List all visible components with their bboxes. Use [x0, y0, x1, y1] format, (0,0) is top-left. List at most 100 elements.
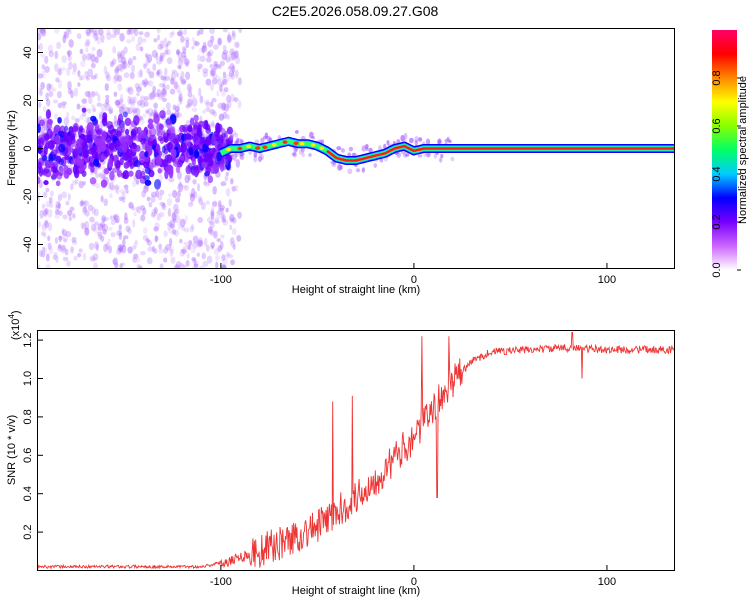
noise-cell — [53, 99, 59, 104]
noise-cell — [114, 262, 119, 269]
noise-cell — [210, 209, 215, 218]
noise-cell — [109, 181, 115, 191]
noise-cell — [57, 79, 63, 89]
noise-cell — [161, 145, 166, 153]
noise-cell — [71, 70, 77, 75]
noise-cell — [62, 35, 67, 44]
noise-cell — [45, 253, 50, 262]
noise-cell — [157, 136, 163, 142]
noise-cell — [94, 56, 99, 64]
noise-cell — [38, 249, 43, 258]
noise-cell — [57, 193, 63, 202]
noise-cell — [166, 198, 172, 206]
noise-cell — [213, 230, 218, 239]
noise-cell — [57, 202, 61, 210]
noise-cell — [68, 39, 74, 48]
noise-cell — [205, 78, 212, 86]
noise-cell — [192, 124, 198, 130]
noise-cell — [142, 207, 147, 216]
noise-cell — [97, 231, 103, 237]
noise-cell — [77, 69, 81, 77]
noise-cell — [89, 216, 95, 223]
noise-cell — [198, 28, 204, 35]
noise-cell — [140, 170, 146, 179]
noise-cell — [162, 83, 166, 92]
noise-cell — [153, 248, 158, 254]
noise-cell — [228, 37, 232, 42]
colorbar-tick-label: 0.6 — [711, 118, 723, 133]
noise-cell — [103, 102, 109, 107]
snr-xtick-label: 0 — [411, 576, 417, 588]
noise-cell — [170, 148, 177, 159]
noise-cell — [177, 50, 182, 60]
noise-cell — [150, 191, 157, 198]
noise-cell — [187, 83, 191, 92]
noise-cell — [43, 247, 48, 253]
noise-cell — [440, 153, 444, 159]
noise-cell — [125, 87, 131, 93]
noise-cell — [231, 152, 238, 161]
noise-cell — [133, 96, 137, 104]
noise-cell — [292, 152, 297, 158]
noise-cell — [48, 91, 54, 98]
carrier-blob — [262, 145, 268, 149]
noise-cell — [147, 80, 154, 87]
noise-cell — [232, 243, 236, 250]
noise-cell — [209, 220, 215, 229]
noise-cell — [137, 70, 143, 78]
noise-cell — [224, 159, 229, 166]
noise-cell — [144, 78, 148, 87]
noise-cell — [54, 28, 60, 34]
noise-cell — [151, 208, 158, 217]
noise-cell — [58, 235, 62, 243]
noise-cell — [129, 72, 135, 80]
noise-cell — [156, 28, 161, 34]
noise-cell — [146, 68, 151, 74]
noise-cell — [152, 63, 157, 71]
noise-cell — [216, 79, 222, 86]
noise-cell — [159, 211, 165, 218]
carrier-blob — [271, 143, 277, 147]
noise-cell — [84, 116, 90, 124]
noise-cell — [110, 215, 116, 221]
noise-cell — [118, 98, 124, 105]
noise-cell — [105, 94, 110, 99]
noise-cell — [177, 170, 182, 180]
noise-cell — [55, 180, 61, 187]
noise-cell — [49, 201, 54, 208]
noise-cell — [72, 62, 77, 72]
noise-cell — [193, 114, 199, 122]
noise-cell — [191, 37, 195, 43]
snr-scale-prefix: (x10 — [10, 319, 22, 340]
noise-cell — [114, 68, 120, 75]
noise-cell — [167, 224, 171, 231]
noise-cell — [135, 86, 142, 93]
noise-cell — [218, 134, 224, 144]
noise-cell — [216, 210, 222, 220]
noise-cell — [81, 98, 88, 104]
noise-cell — [102, 116, 108, 127]
noise-cell — [101, 215, 106, 223]
carrier-blob — [310, 143, 316, 147]
noise-cell — [42, 209, 48, 217]
noise-cell — [182, 48, 187, 55]
noise-cell — [104, 103, 111, 112]
noise-cell — [44, 142, 50, 150]
noise-cell — [210, 82, 215, 91]
noise-cell — [141, 190, 146, 198]
noise-cell — [62, 214, 68, 220]
noise-cell — [191, 97, 198, 107]
noise-cell — [209, 28, 216, 35]
noise-cell — [196, 53, 201, 62]
noise-cell — [98, 172, 102, 177]
noise-cell — [113, 184, 120, 190]
noise-cell — [254, 139, 260, 144]
noise-cell — [147, 123, 154, 130]
noise-cell — [70, 246, 74, 254]
noise-cell — [336, 146, 342, 151]
noise-cell — [54, 237, 58, 245]
noise-cell — [103, 168, 110, 175]
noise-cell — [139, 175, 147, 184]
noise-cell — [221, 76, 227, 84]
noise-cell — [45, 109, 52, 120]
